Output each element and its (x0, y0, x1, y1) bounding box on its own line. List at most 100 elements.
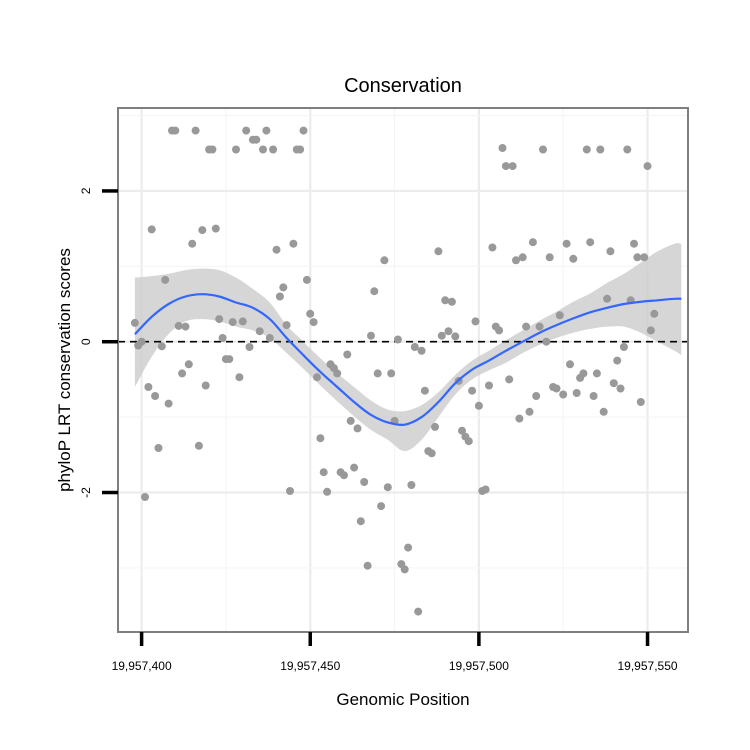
plot-border (117, 107, 689, 633)
data-point (646, 326, 655, 335)
data-point (468, 386, 477, 395)
data-point (444, 327, 453, 336)
data-point (238, 317, 247, 326)
data-point (545, 253, 554, 262)
data-point (434, 247, 443, 256)
data-point (414, 607, 423, 616)
data-point (495, 326, 504, 335)
data-point (346, 416, 355, 425)
data-point (640, 253, 649, 262)
data-point (606, 247, 615, 256)
data-point (592, 369, 601, 378)
data-point (562, 239, 571, 248)
data-point (157, 342, 166, 351)
data-point (370, 287, 379, 296)
data-point (309, 318, 318, 327)
plot-panel (118, 108, 688, 632)
data-point (289, 239, 298, 248)
data-point (505, 375, 514, 384)
data-point (630, 239, 638, 248)
data-point (518, 253, 527, 262)
data-point (512, 256, 520, 265)
x-axis: 19,957,400 19,957,450 19,957,500 19,957,550 (112, 632, 678, 673)
data-point (232, 145, 240, 154)
data-point (488, 243, 497, 252)
data-point (485, 381, 493, 390)
data-point (333, 369, 342, 378)
data-point (400, 565, 409, 574)
data-point (356, 517, 365, 526)
data-point (643, 162, 652, 171)
data-point (340, 471, 348, 480)
data-point (613, 356, 622, 365)
data-point (441, 296, 450, 305)
data-point (535, 322, 544, 331)
data-point (464, 437, 473, 446)
data-point (363, 561, 372, 570)
data-point (130, 318, 139, 327)
data-point (164, 399, 173, 408)
data-point (528, 238, 537, 247)
data-point (174, 321, 183, 330)
data-point (215, 315, 224, 324)
data-point (181, 322, 190, 331)
data-point (427, 449, 436, 458)
data-point (522, 322, 531, 331)
data-point (603, 294, 612, 303)
data-point (147, 225, 156, 234)
x-tick-label: 19,957,500 (449, 659, 509, 673)
data-point (255, 327, 264, 336)
data-point (306, 309, 315, 318)
data-point (589, 392, 598, 400)
data-point (619, 343, 628, 351)
data-point (525, 407, 534, 416)
data-point (211, 224, 220, 233)
grid-lines (118, 108, 688, 632)
y-tick-label: -2 (79, 487, 93, 498)
data-point (552, 384, 561, 393)
data-point (151, 392, 160, 400)
data-point (141, 493, 149, 501)
data-point (262, 126, 271, 135)
y-tick-label: 0 (79, 338, 93, 345)
data-point (188, 239, 197, 248)
data-point (447, 297, 456, 306)
data-point (623, 145, 632, 154)
y-axis: -2 0 2 (79, 187, 118, 498)
data-point (360, 478, 369, 486)
data-point (407, 481, 416, 489)
data-point (586, 238, 595, 247)
data-point (161, 275, 170, 284)
x-tick-label: 19,957,450 (280, 659, 340, 673)
data-point (282, 321, 291, 330)
x-tick-label: 19,957,550 (617, 659, 677, 673)
x-axis-label: Genomic Position (336, 690, 469, 709)
data-point (596, 145, 605, 154)
data-point (259, 145, 267, 154)
smooth-line-path (134, 293, 682, 427)
data-point (313, 373, 321, 382)
data-point (154, 444, 163, 452)
data-point (393, 335, 402, 344)
data-point (343, 350, 352, 359)
data-point (579, 369, 588, 378)
data-point (184, 360, 193, 369)
data-point (555, 311, 564, 320)
data-point (208, 145, 217, 154)
data-point (245, 343, 254, 351)
data-point (474, 401, 483, 410)
data-point (471, 317, 480, 326)
data-point (636, 398, 645, 406)
y-axis-label: phyloP LRT conservation scores (55, 248, 74, 492)
data-point (137, 337, 146, 346)
data-point (404, 543, 413, 552)
data-point (316, 434, 325, 443)
scatter-points (130, 126, 659, 616)
data-point (194, 441, 203, 450)
data-point (367, 331, 375, 340)
data-point (539, 145, 547, 154)
data-point (481, 485, 490, 494)
data-point (582, 145, 591, 154)
data-point (269, 145, 278, 154)
